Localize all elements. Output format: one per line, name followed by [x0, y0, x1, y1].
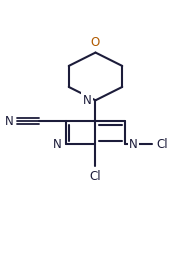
- Text: Cl: Cl: [90, 170, 101, 183]
- Text: N: N: [53, 138, 62, 151]
- Text: N: N: [83, 94, 91, 107]
- Text: O: O: [91, 36, 100, 49]
- Text: Cl: Cl: [156, 138, 168, 151]
- Text: N: N: [5, 115, 14, 128]
- Text: N: N: [129, 138, 138, 151]
